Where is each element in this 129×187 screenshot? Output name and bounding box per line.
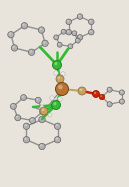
Circle shape <box>62 73 63 74</box>
Circle shape <box>94 92 96 94</box>
Circle shape <box>42 40 48 47</box>
Circle shape <box>9 33 11 35</box>
Circle shape <box>61 72 65 76</box>
Circle shape <box>51 96 52 98</box>
Circle shape <box>58 43 60 45</box>
Circle shape <box>119 90 124 95</box>
Circle shape <box>66 29 72 35</box>
Circle shape <box>50 96 54 100</box>
Circle shape <box>8 31 14 38</box>
Circle shape <box>88 19 94 25</box>
Circle shape <box>36 98 38 100</box>
Circle shape <box>54 123 61 129</box>
Circle shape <box>38 27 45 33</box>
Circle shape <box>40 28 42 30</box>
Circle shape <box>54 137 61 143</box>
Circle shape <box>100 95 102 97</box>
Circle shape <box>22 24 25 26</box>
Circle shape <box>29 117 35 123</box>
Circle shape <box>16 116 18 118</box>
Circle shape <box>58 76 60 79</box>
Circle shape <box>22 96 24 98</box>
Circle shape <box>92 91 99 97</box>
Circle shape <box>62 30 64 32</box>
Circle shape <box>120 91 122 93</box>
Circle shape <box>56 75 64 83</box>
Circle shape <box>31 119 33 121</box>
Circle shape <box>88 29 94 35</box>
Circle shape <box>77 14 83 19</box>
Circle shape <box>108 103 110 105</box>
Circle shape <box>108 88 110 90</box>
Circle shape <box>40 109 46 115</box>
Circle shape <box>40 117 42 120</box>
Circle shape <box>61 29 66 34</box>
Circle shape <box>55 72 56 73</box>
Circle shape <box>55 36 57 38</box>
Circle shape <box>15 115 21 121</box>
Circle shape <box>56 124 58 126</box>
Circle shape <box>58 97 62 101</box>
Circle shape <box>69 45 71 46</box>
Circle shape <box>48 113 52 117</box>
Circle shape <box>54 71 58 75</box>
Circle shape <box>59 98 60 99</box>
Circle shape <box>99 94 105 100</box>
Circle shape <box>75 38 80 43</box>
Circle shape <box>35 97 41 103</box>
Circle shape <box>73 32 75 33</box>
Circle shape <box>25 138 27 140</box>
Circle shape <box>49 114 50 115</box>
Circle shape <box>30 50 32 52</box>
Circle shape <box>42 108 44 111</box>
Circle shape <box>12 104 14 106</box>
Circle shape <box>13 46 15 48</box>
Circle shape <box>41 110 43 112</box>
Circle shape <box>67 30 69 32</box>
Circle shape <box>77 35 83 40</box>
Circle shape <box>28 49 35 55</box>
Circle shape <box>68 44 73 49</box>
Circle shape <box>107 102 112 107</box>
Circle shape <box>90 20 92 22</box>
Circle shape <box>66 19 72 25</box>
Circle shape <box>53 61 62 70</box>
Circle shape <box>119 99 124 104</box>
Circle shape <box>76 39 78 41</box>
Circle shape <box>55 82 68 96</box>
Circle shape <box>57 42 62 47</box>
Circle shape <box>58 85 63 89</box>
Circle shape <box>25 124 27 126</box>
Circle shape <box>40 144 42 147</box>
Circle shape <box>78 36 80 38</box>
Circle shape <box>107 87 112 92</box>
Circle shape <box>39 143 45 150</box>
Circle shape <box>80 88 82 91</box>
Circle shape <box>43 41 45 43</box>
Circle shape <box>40 105 44 109</box>
Circle shape <box>39 116 45 123</box>
Circle shape <box>51 100 61 110</box>
Circle shape <box>10 103 16 109</box>
Circle shape <box>54 35 59 40</box>
Circle shape <box>90 30 92 32</box>
Circle shape <box>56 138 58 140</box>
Circle shape <box>41 106 42 107</box>
Circle shape <box>40 107 48 115</box>
Circle shape <box>23 137 30 143</box>
Circle shape <box>54 62 57 65</box>
Circle shape <box>72 31 77 36</box>
Circle shape <box>120 100 122 102</box>
Circle shape <box>23 123 30 129</box>
Circle shape <box>21 23 28 29</box>
Circle shape <box>78 87 86 95</box>
Circle shape <box>11 45 18 51</box>
Circle shape <box>21 95 27 101</box>
Circle shape <box>78 15 80 17</box>
Circle shape <box>67 20 69 22</box>
Circle shape <box>53 102 57 105</box>
